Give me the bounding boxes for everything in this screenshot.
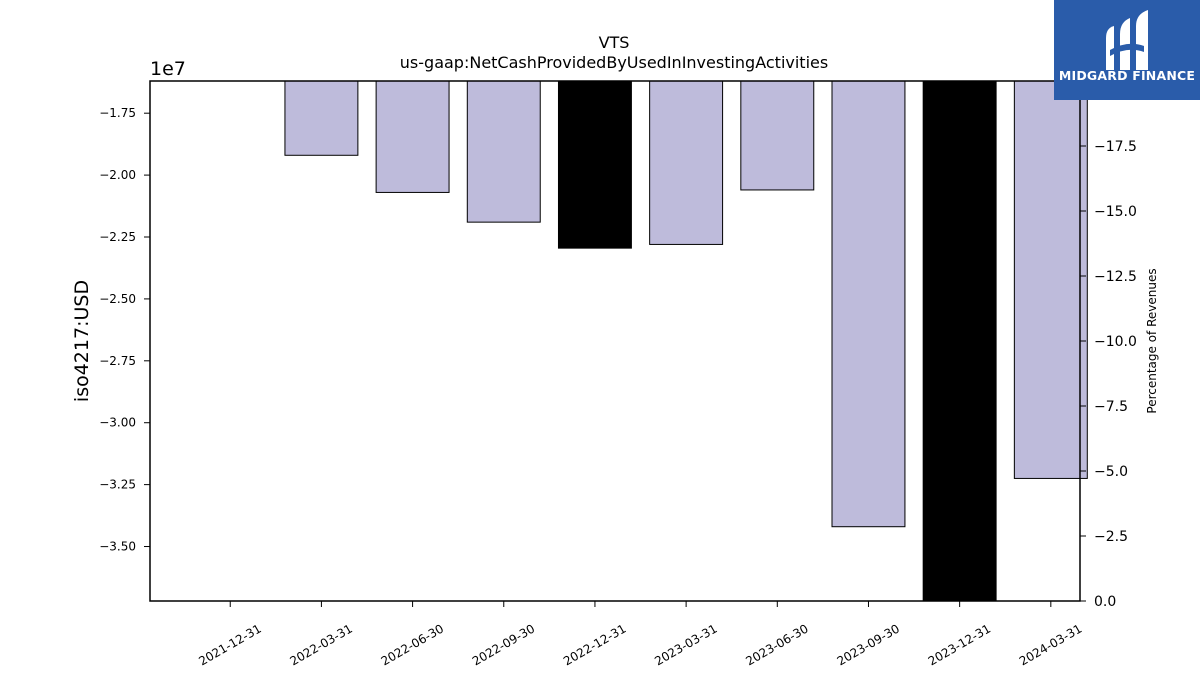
x-tick-label: 2022-03-31 — [288, 621, 355, 668]
bar-2023-12-31 — [922, 80, 997, 602]
y2-tick-label: −10.0 — [1094, 334, 1137, 350]
y-tick-label: −2.00 — [99, 168, 136, 182]
y2-tick-label: 0.0 — [1094, 594, 1116, 610]
bar-2023-03-31 — [649, 80, 724, 245]
x-tick-label: 2021-12-31 — [196, 621, 263, 668]
y2-axis-label: Percentage of Revenues — [1145, 268, 1159, 413]
y2-tick-label: −7.5 — [1094, 399, 1128, 415]
bar-2023-06-30 — [740, 80, 815, 191]
midgard-logo-icon — [1054, 0, 1200, 100]
chart-title: VTS — [599, 33, 630, 52]
y-tick-label: −1.75 — [99, 106, 136, 120]
y-offset-text: 1e7 — [150, 58, 186, 80]
bar-2024-03-31 — [1013, 80, 1088, 479]
x-tick-label: 2024-03-31 — [1017, 621, 1084, 668]
x-tick-label: 2022-12-31 — [561, 621, 628, 668]
logo-text: MIDGARD FINANCE — [1058, 68, 1196, 83]
x-tick-label: 2022-09-30 — [470, 621, 537, 668]
y-tick-label: −3.50 — [99, 540, 136, 554]
bar-2022-06-30 — [375, 80, 450, 193]
y2-tick-label: −2.5 — [1094, 529, 1128, 545]
bar-2022-12-31 — [557, 80, 632, 249]
bar-2022-09-30 — [466, 80, 541, 223]
y2-tick-label: −15.0 — [1094, 204, 1137, 220]
y-tick-label: −3.00 — [99, 416, 136, 430]
x-tick-label: 2023-12-31 — [926, 621, 993, 668]
chart-subtitle: us-gaap:NetCashProvidedByUsedInInvesting… — [400, 53, 828, 72]
x-tick-label: 2023-09-30 — [835, 621, 902, 668]
brand-logo: MIDGARD FINANCE — [1054, 0, 1200, 100]
y2-tick-label: −5.0 — [1094, 464, 1128, 480]
x-tick-label: 2023-03-31 — [652, 621, 719, 668]
y-tick-label: −2.50 — [99, 292, 136, 306]
y-tick-label: −2.75 — [99, 354, 136, 368]
y2-tick-label: −17.5 — [1094, 139, 1137, 155]
y2-tick-label: −12.5 — [1094, 269, 1137, 285]
y-tick-label: −3.25 — [99, 478, 136, 492]
x-tick-label: 2023-06-30 — [743, 621, 810, 668]
x-tick-label: 2022-06-30 — [379, 621, 446, 668]
bar-2023-09-30 — [831, 80, 906, 528]
y-axis-label: iso4217:USD — [71, 280, 93, 402]
bars-group — [284, 80, 1088, 602]
bar-2022-03-31 — [284, 80, 359, 156]
y-tick-label: −2.25 — [99, 230, 136, 244]
